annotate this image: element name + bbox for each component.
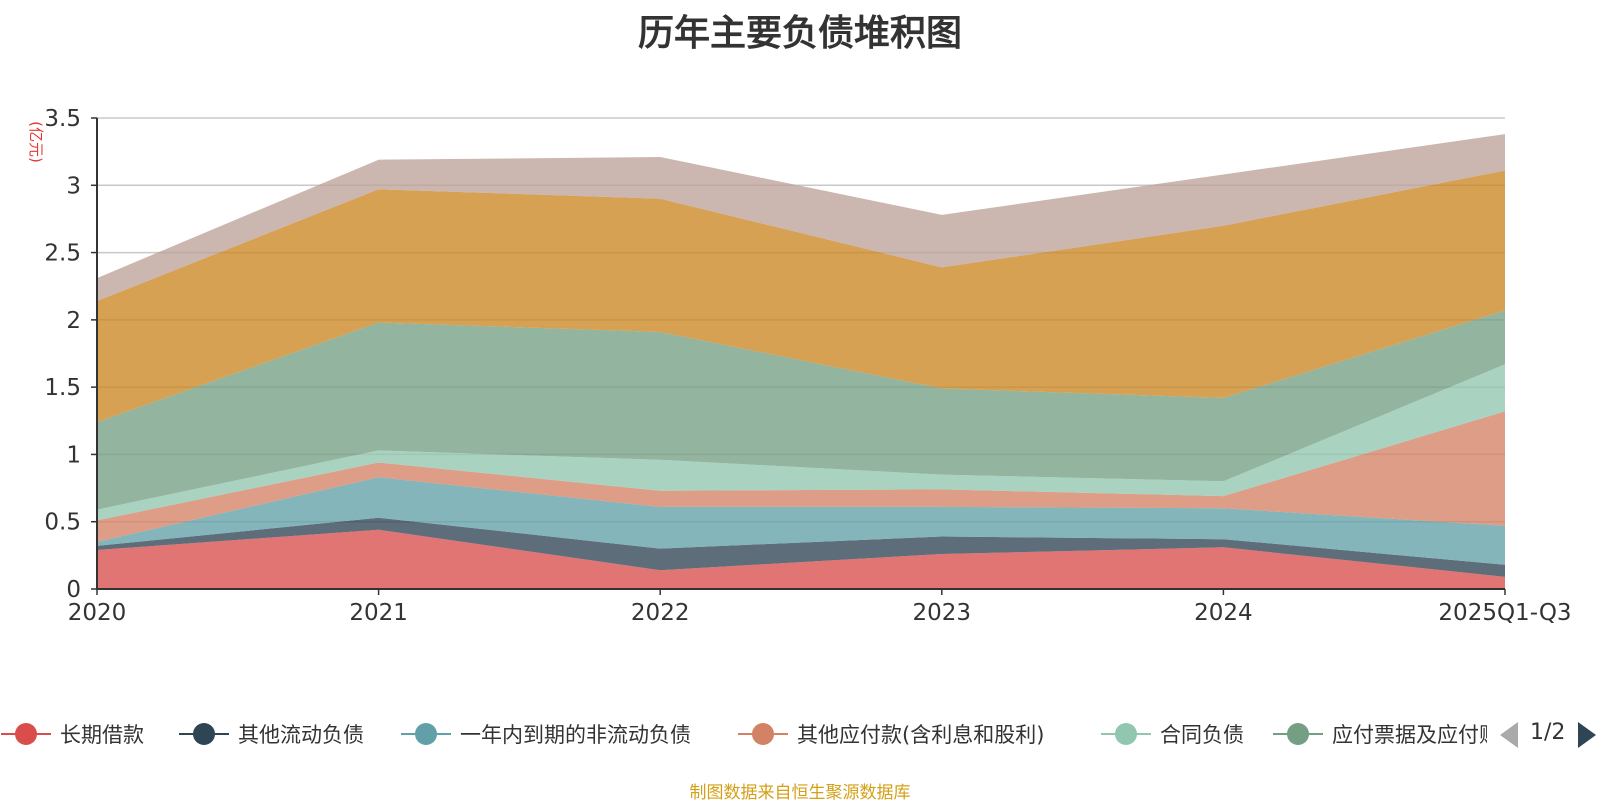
area-series-3[interactable] [97,477,1505,565]
area-series-2[interactable] [97,517,1505,577]
legend-label: 合同负债 [1160,723,1244,747]
legend-label: 长期借款 [60,723,144,747]
y-tick-label: 1.5 [44,375,81,401]
legend-items: 长期借款 其他流动负债 一年内到期的非流动负债 其他应付款(含利息和股利) 合同负债 应付… [0,714,1487,754]
legend-circle-icon [401,723,451,745]
area-series-6[interactable] [97,310,1505,510]
x-tick-label: 2020 [68,600,127,626]
area-series-1[interactable] [97,529,1505,589]
legend-item[interactable]: 一年内到期的非流动负债 [400,714,691,754]
x-tick-label: 2022 [631,600,690,626]
legend-item[interactable]: 长期借款 [0,714,144,754]
legend: 长期借款 其他流动负债 一年内到期的非流动负债 其他应付款(含利息和股利) 合同负债 应付… [0,714,1600,754]
x-tick-label: 2024 [1194,600,1253,626]
legend-item[interactable]: 应付票据及应付账款 [1272,714,1487,754]
area-series-7[interactable] [97,170,1505,423]
area-series-4[interactable] [97,411,1505,542]
y-tick-label: 3.5 [44,106,81,132]
legend-label: 其他应付款(含利息和股利) [797,723,1045,747]
legend-circle-icon [1273,723,1323,745]
y-tick-label: 3 [66,173,81,199]
legend-circle-icon [1101,723,1151,745]
legend-pager: 1/2 [1498,714,1600,754]
legend-item[interactable]: 其他应付款(含利息和股利) [737,714,1044,754]
legend-circle-icon [179,723,229,745]
legend-page-indicator: 1/2 [1530,720,1566,745]
source-note: 制图数据来自恒生聚源数据库 [689,783,911,803]
legend-label: 应付票据及应付账款 [1332,723,1487,747]
y-tick-label: 0.5 [44,510,81,536]
area-series-5[interactable] [97,364,1505,521]
area-series-8[interactable] [97,134,1505,301]
chart-title: 历年主要负债堆积图 [637,13,962,54]
legend-label: 其他流动负债 [238,723,364,747]
triangle-right-icon[interactable] [1576,720,1598,750]
legend-circle-icon [1,723,51,745]
y-unit-label: (亿元) [27,121,45,163]
x-tick-label: 2021 [349,600,408,626]
triangle-left-icon[interactable] [1498,720,1520,750]
legend-label: 一年内到期的非流动负债 [460,723,691,747]
y-tick-label: 1 [66,442,81,468]
y-tick-label: 2 [66,308,81,334]
legend-circle-icon [738,723,788,745]
x-tick-label: 2023 [913,600,972,626]
x-tick-label: 2025Q1-Q3 [1438,600,1571,626]
legend-item[interactable]: 其他流动负债 [178,714,364,754]
y-tick-label: 0 [66,577,81,603]
legend-item[interactable]: 合同负债 [1100,714,1244,754]
y-tick-label: 2.5 [44,241,81,267]
